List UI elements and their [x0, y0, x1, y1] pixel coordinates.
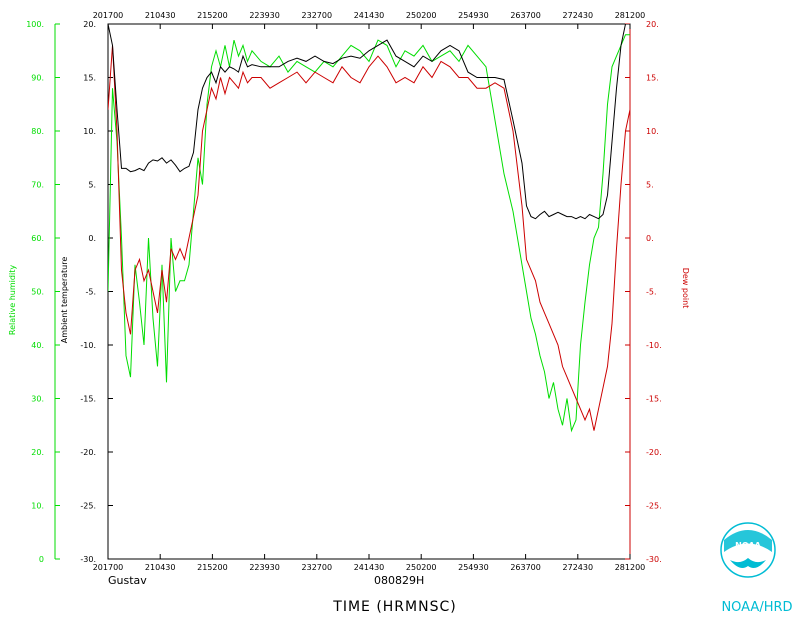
dew-tick-label: 15. — [646, 74, 659, 83]
x-tick-label: 263700 — [510, 563, 541, 572]
x-tick-label-top: 232700 — [302, 11, 333, 20]
temp-tick-label: 15. — [83, 74, 96, 83]
temp-axis-label: Ambient temperature — [60, 257, 69, 344]
dew-tick-label: 10. — [646, 127, 659, 136]
x-tick-label-top: 250200 — [406, 11, 437, 20]
x-tick-label: 254930 — [458, 563, 489, 572]
rh-tick-label: 40. — [31, 341, 44, 350]
x-tick-label-top: 263700 — [510, 11, 541, 20]
series-ambient-temperature — [108, 24, 630, 220]
rh-tick-label: 0 — [39, 555, 44, 564]
series-dew-point — [108, 45, 630, 431]
series-relative-humidity — [108, 34, 630, 433]
temp-tick-label: -25. — [80, 502, 96, 511]
rh-tick-label: 20. — [31, 448, 44, 457]
x-tick-label-top: 254930 — [458, 11, 489, 20]
rh-tick-label: 90. — [31, 74, 44, 83]
x-tick-label: 201700 — [93, 563, 124, 572]
date-label: 080829H — [374, 574, 424, 587]
rh-tick-label: 70. — [31, 181, 44, 190]
temp-tick-label: 0. — [88, 234, 96, 243]
credit-label: NOAA/HRD — [721, 600, 792, 615]
x-tick-label: 215200 — [197, 563, 228, 572]
x-tick-label: 223930 — [249, 563, 280, 572]
temp-tick-label: 5. — [88, 181, 96, 190]
dew-tick-label: -20. — [646, 448, 662, 457]
x-axis-label: TIME (HRMNSC) — [332, 599, 456, 615]
dew-tick-label: 0. — [646, 234, 654, 243]
rh-axis-label: Relative humidity — [8, 265, 17, 335]
temp-tick-label: -10. — [80, 341, 96, 350]
storm-name: Gustav — [108, 574, 147, 587]
dew-tick-label: -10. — [646, 341, 662, 350]
x-tick-label-top: 210430 — [145, 11, 176, 20]
dew-tick-label: 5. — [646, 181, 654, 190]
temp-tick-label: 10. — [83, 127, 96, 136]
dew-axis-label: Dew point — [681, 268, 690, 309]
temp-tick-label: -20. — [80, 448, 96, 457]
x-tick-label-top: 241430 — [354, 11, 385, 20]
temp-tick-label: -5. — [85, 288, 96, 297]
dew-tick-label: -30. — [646, 555, 662, 564]
dew-tick-label: -25. — [646, 502, 662, 511]
temp-tick-label: -30. — [80, 555, 96, 564]
logo-text: NOAA — [735, 541, 761, 550]
x-tick-label: 281200 — [615, 563, 646, 572]
series-group — [108, 24, 630, 433]
rh-tick-label: 30. — [31, 395, 44, 404]
x-tick-label: 272430 — [563, 563, 594, 572]
x-tick-label: 232700 — [302, 563, 333, 572]
rh-tick-label: 100. — [26, 20, 44, 29]
x-tick-label-top: 201700 — [93, 11, 124, 20]
x-tick-label: 210430 — [145, 563, 176, 572]
temp-tick-label: -15. — [80, 395, 96, 404]
rh-tick-label: 80. — [31, 127, 44, 136]
temp-tick-label: 20. — [83, 20, 96, 29]
rh-tick-label: 50. — [31, 288, 44, 297]
noaa-logo-icon: NOAA — [720, 522, 776, 578]
dew-tick-label: -5. — [646, 288, 657, 297]
x-tick-label: 250200 — [406, 563, 437, 572]
x-tick-label-top: 272430 — [563, 11, 594, 20]
dew-tick-label: -15. — [646, 395, 662, 404]
x-tick-label-top: 281200 — [615, 11, 646, 20]
x-tick-label-top: 223930 — [249, 11, 280, 20]
plot-frame — [107, 23, 631, 560]
x-tick-label: 241430 — [354, 563, 385, 572]
dew-tick-label: 20. — [646, 20, 659, 29]
rh-tick-label: 60. — [31, 234, 44, 243]
x-tick-label-top: 215200 — [197, 11, 228, 20]
rh-tick-label: 10. — [31, 502, 44, 511]
